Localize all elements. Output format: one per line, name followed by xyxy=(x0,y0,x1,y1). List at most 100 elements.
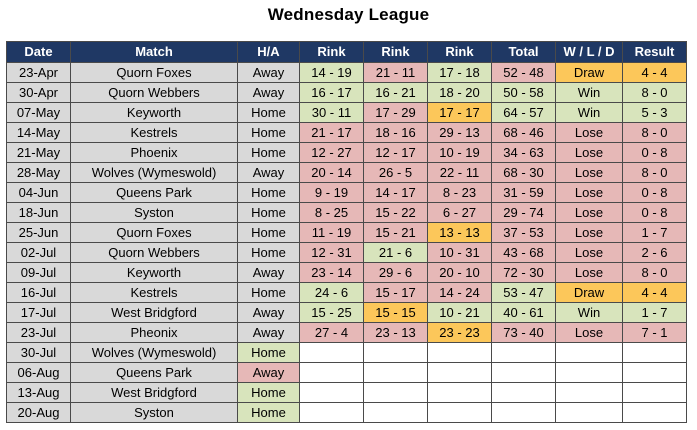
match-cell: Wolves (Wymeswold) xyxy=(70,342,238,363)
rink-3-cell xyxy=(427,362,492,383)
result-cell: 0 - 8 xyxy=(622,202,687,223)
match-cell: Quorn Foxes xyxy=(70,62,238,83)
table-row: 23-Apr Quorn Foxes Away 14 - 19 21 - 11 17 - … xyxy=(6,62,687,83)
result-cell: 4 - 4 xyxy=(622,282,687,303)
result-cell: 5 - 3 xyxy=(622,102,687,123)
rink-1-cell: 8 - 25 xyxy=(299,202,364,223)
rink-2-cell xyxy=(363,382,428,403)
table-row: 18-Jun Syston Home 8 - 25 15 - 22 6 - 27 29 - … xyxy=(6,202,687,223)
table-row: 07-May Keyworth Home 30 - 11 17 - 29 17 - 17 6… xyxy=(6,102,687,123)
result-cell: 1 - 7 xyxy=(622,222,687,243)
total-cell: 53 - 47 xyxy=(491,282,556,303)
home-away-cell: Home xyxy=(237,222,300,243)
result-cell: 1 - 7 xyxy=(622,302,687,323)
home-away-cell: Home xyxy=(237,142,300,163)
result-cell: 8 - 0 xyxy=(622,82,687,103)
match-cell: Quorn Webbers xyxy=(70,82,238,103)
rink-1-cell: 30 - 11 xyxy=(299,102,364,123)
date-cell: 04-Jun xyxy=(6,182,71,203)
total-cell: 52 - 48 xyxy=(491,62,556,83)
match-cell: Keyworth xyxy=(70,102,238,123)
rink-1-cell: 20 - 14 xyxy=(299,162,364,183)
date-cell: 13-Aug xyxy=(6,382,71,403)
match-cell: Phoenix xyxy=(70,142,238,163)
result-cell: 0 - 8 xyxy=(622,142,687,163)
rink-3-cell: 18 - 20 xyxy=(427,82,492,103)
home-away-cell: Home xyxy=(237,382,300,403)
result-cell xyxy=(622,382,687,403)
total-cell xyxy=(491,362,556,383)
result-cell: 0 - 8 xyxy=(622,182,687,203)
wld-cell: Lose xyxy=(555,162,623,183)
total-cell: 37 - 53 xyxy=(491,222,556,243)
match-cell: Kestrels xyxy=(70,122,238,143)
rink-1-cell: 15 - 25 xyxy=(299,302,364,323)
header-result: Result xyxy=(622,41,687,63)
date-cell: 09-Jul xyxy=(6,262,71,283)
total-cell: 31 - 59 xyxy=(491,182,556,203)
total-cell: 72 - 30 xyxy=(491,262,556,283)
home-away-cell: Home xyxy=(237,242,300,263)
rink-3-cell: 8 - 23 xyxy=(427,182,492,203)
rink-1-cell xyxy=(299,342,364,363)
table-row: 30-Jul Wolves (Wymeswold) Home xyxy=(6,342,687,363)
rink-1-cell: 12 - 27 xyxy=(299,142,364,163)
rink-1-cell: 16 - 17 xyxy=(299,82,364,103)
result-cell xyxy=(622,342,687,363)
rink-3-cell: 17 - 17 xyxy=(427,102,492,123)
wld-cell: Draw xyxy=(555,62,623,83)
table-row: 21-May Phoenix Home 12 - 27 12 - 17 10 - 19 34… xyxy=(6,142,687,163)
date-cell: 23-Jul xyxy=(6,322,71,343)
header-rink-1: Rink xyxy=(299,41,364,63)
date-cell: 18-Jun xyxy=(6,202,71,223)
table-row: 14-May Kestrels Home 21 - 17 18 - 16 29 - 13 6… xyxy=(6,122,687,143)
rink-3-cell: 10 - 19 xyxy=(427,142,492,163)
header-home-away: H/A xyxy=(237,41,300,63)
result-cell xyxy=(622,362,687,383)
total-cell xyxy=(491,342,556,363)
match-cell: Wolves (Wymeswold) xyxy=(70,162,238,183)
wld-cell: Lose xyxy=(555,262,623,283)
rink-2-cell: 18 - 16 xyxy=(363,122,428,143)
wld-cell: Lose xyxy=(555,142,623,163)
result-cell: 2 - 6 xyxy=(622,242,687,263)
rink-1-cell: 14 - 19 xyxy=(299,62,364,83)
result-cell: 7 - 1 xyxy=(622,322,687,343)
date-cell: 20-Aug xyxy=(6,402,71,423)
date-cell: 21-May xyxy=(6,142,71,163)
rink-2-cell: 14 - 17 xyxy=(363,182,428,203)
rink-2-cell: 17 - 29 xyxy=(363,102,428,123)
rink-3-cell: 22 - 11 xyxy=(427,162,492,183)
match-cell: Syston xyxy=(70,202,238,223)
result-cell xyxy=(622,402,687,423)
date-cell: 30-Apr xyxy=(6,82,71,103)
result-cell: 8 - 0 xyxy=(622,162,687,183)
home-away-cell: Away xyxy=(237,322,300,343)
rink-1-cell xyxy=(299,402,364,423)
wld-cell xyxy=(555,402,623,423)
page-title: Wednesday League xyxy=(267,5,430,24)
total-cell: 73 - 40 xyxy=(491,322,556,343)
table-row: 17-Jul West Bridgford Away 15 - 25 15 - 15 10… xyxy=(6,302,687,323)
header-total: Total xyxy=(491,41,556,63)
rink-2-cell: 15 - 15 xyxy=(363,302,428,323)
date-cell: 06-Aug xyxy=(6,362,71,383)
wld-cell: Lose xyxy=(555,322,623,343)
home-away-cell: Away xyxy=(237,62,300,83)
table-row: 04-Jun Queens Park Home 9 - 19 14 - 17 8 - 23… xyxy=(6,182,687,203)
rink-3-cell: 13 - 13 xyxy=(427,222,492,243)
home-away-cell: Home xyxy=(237,202,300,223)
result-cell: 8 - 0 xyxy=(622,262,687,283)
rink-1-cell: 11 - 19 xyxy=(299,222,364,243)
wld-cell: Lose xyxy=(555,122,623,143)
rink-2-cell: 21 - 6 xyxy=(363,242,428,263)
rink-2-cell: 21 - 11 xyxy=(363,62,428,83)
table-row: 20-Aug Syston Home xyxy=(6,402,687,423)
total-cell: 40 - 61 xyxy=(491,302,556,323)
rink-3-cell xyxy=(427,382,492,403)
match-cell: Queens Park xyxy=(70,362,238,383)
match-cell: Quorn Foxes xyxy=(70,222,238,243)
rink-3-cell: 14 - 24 xyxy=(427,282,492,303)
rink-2-cell: 15 - 21 xyxy=(363,222,428,243)
rink-3-cell: 10 - 21 xyxy=(427,302,492,323)
